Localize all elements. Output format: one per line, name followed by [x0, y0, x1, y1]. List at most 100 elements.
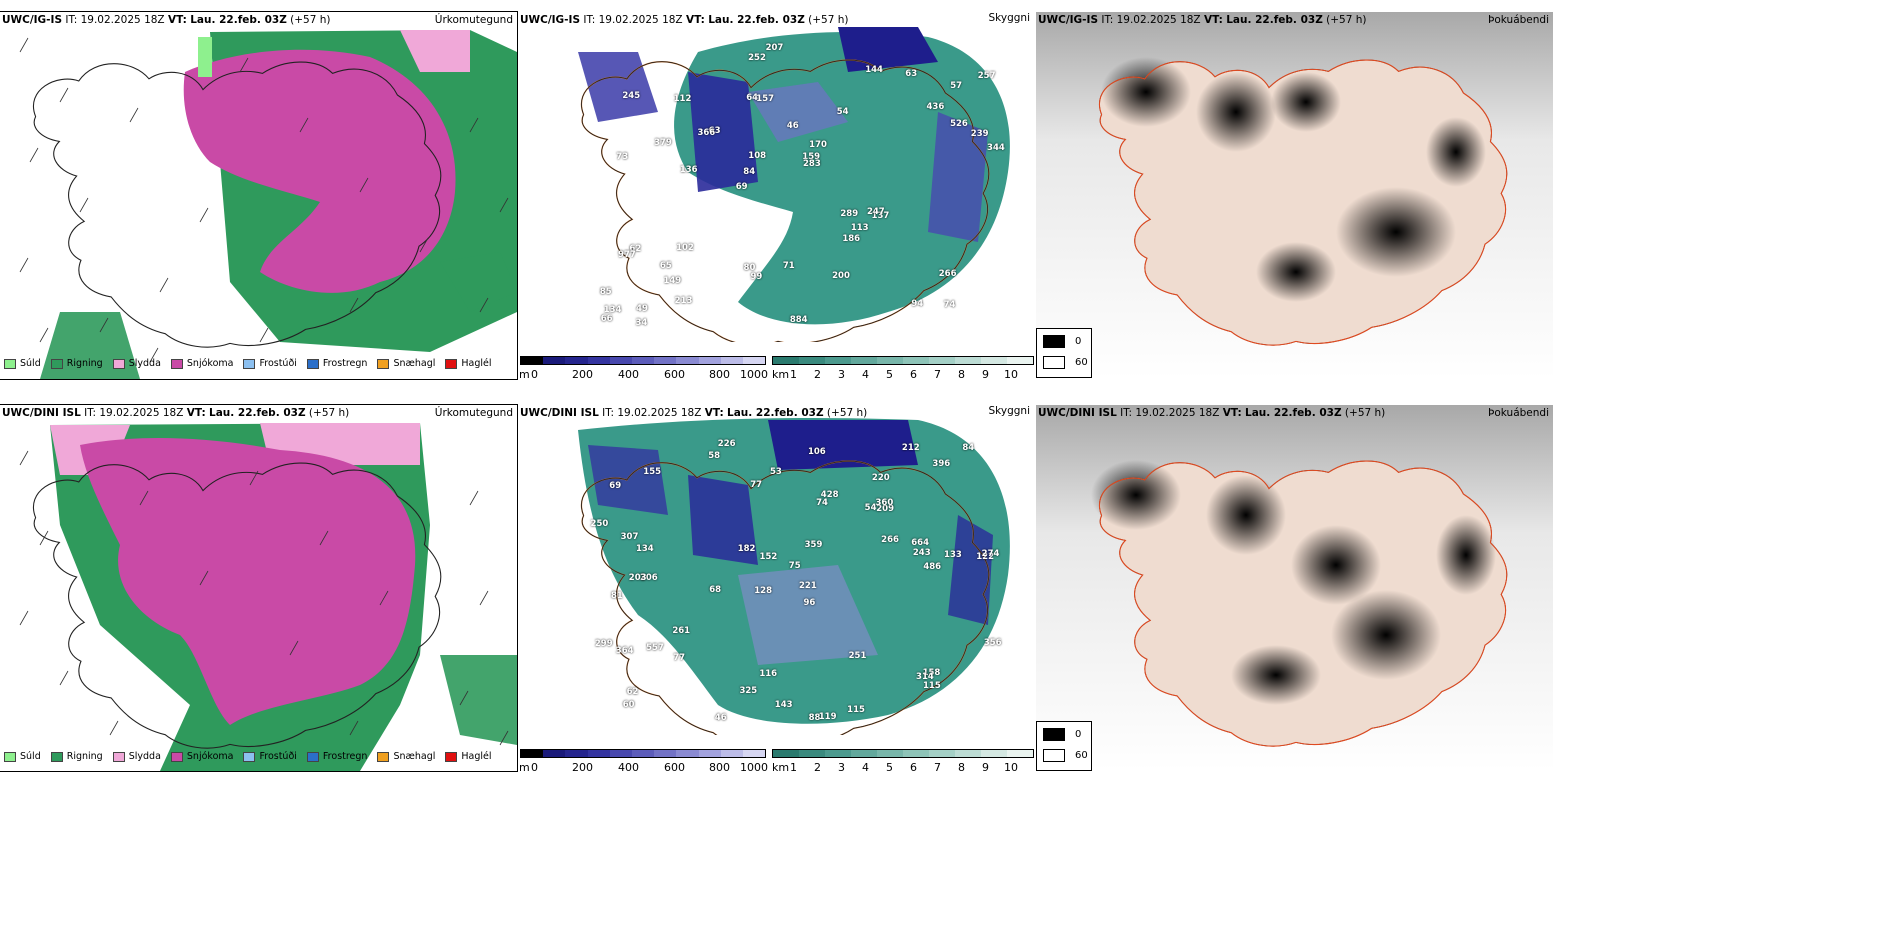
- cloud-value-label: 49: [636, 303, 648, 314]
- cloud-unit: m: [519, 368, 530, 379]
- cloud-value-label: 266: [938, 268, 957, 279]
- cloud-value-label: 102: [676, 242, 694, 253]
- cloud-value-label: 207: [765, 42, 784, 53]
- tick: 10: [1004, 761, 1018, 771]
- cloud-value-label: 137: [871, 210, 890, 221]
- vis-unit: km: [772, 761, 790, 771]
- cloud-value-label: 182: [737, 543, 756, 554]
- legend-item-sild: Súld: [4, 358, 41, 369]
- cloud-map: [518, 12, 1034, 342]
- swatch: [445, 358, 458, 369]
- cloud-map: [518, 405, 1034, 735]
- legend-item-rigning: Rigning: [50, 751, 103, 762]
- it-value: 19.02.2025 18Z: [1135, 407, 1220, 419]
- cloud-value-label: 243: [912, 547, 931, 558]
- tick: 600: [664, 368, 685, 379]
- swatch: [112, 358, 125, 369]
- cloud-value-label: 74: [943, 299, 956, 310]
- swatch: [50, 358, 63, 369]
- vis-colorbar: [772, 356, 1034, 365]
- it-label: IT:: [65, 14, 78, 26]
- it-label: IT:: [583, 14, 596, 26]
- panel-header: UWC/DINI ISL IT: 19.02.2025 18Z VT: Lau.…: [520, 407, 867, 419]
- legend-label: Rigning: [66, 358, 103, 369]
- cloud-value-label: 34: [635, 318, 648, 329]
- cloud-value-label: 80: [743, 262, 756, 273]
- model-name: UWC/DINI ISL: [520, 407, 599, 419]
- tick: 5: [886, 761, 893, 771]
- cloud-value-label: 221: [799, 580, 817, 591]
- cloud-value-label: 364: [615, 645, 634, 656]
- swatch: [243, 751, 256, 762]
- cloud-value-label: 486: [923, 562, 942, 573]
- cloud-value-label: 159: [802, 151, 821, 162]
- fog-panel-top: UWC/IG-IS IT: 19.02.2025 18Z VT: Lau. 22…: [1036, 12, 1553, 379]
- cloud-value-label: 88: [808, 712, 821, 723]
- cloud-value-label: 46: [786, 120, 799, 131]
- cloud-value-label: 68: [709, 585, 722, 596]
- cloud-value-label: 436: [926, 102, 945, 113]
- cloud-value-label: 136: [679, 164, 698, 175]
- legend-item-snjokoma: Snjókoma: [170, 358, 233, 369]
- vt-label: VT:: [1203, 14, 1223, 26]
- precip-panel-bottom: UWC/DINI ISL IT: 19.02.2025 18Z VT: Lau.…: [0, 404, 518, 772]
- cloud-value-label: 106: [807, 447, 826, 458]
- panel-header: UWC/IG-IS IT: 19.02.2025 18Z VT: Lau. 22…: [520, 14, 849, 26]
- swatch: [170, 751, 183, 762]
- cloud-value-label: 74: [816, 498, 828, 509]
- swatch: [1043, 335, 1065, 348]
- tick: 9: [982, 761, 989, 771]
- swatch: [4, 358, 16, 369]
- tick: 400: [618, 368, 639, 379]
- cloud-value-label: 170: [809, 140, 827, 151]
- cloud-value-label: 299: [594, 639, 613, 650]
- cloud-value-label: 245: [622, 90, 641, 101]
- it-value: 19.02.2025 18Z: [598, 14, 683, 26]
- cloud-value-label: 108: [748, 151, 767, 161]
- lead-time: (+57 h): [1326, 14, 1367, 26]
- legend-item-frostregn: Frostregn: [306, 751, 367, 762]
- tick: 4: [862, 761, 869, 771]
- legend-item-frostudi: Frostúði: [243, 358, 297, 369]
- legend-item-haglel: Haglél: [445, 751, 492, 762]
- cloud-value-label: 85: [599, 287, 612, 298]
- it-label: IT:: [84, 407, 97, 419]
- precip-legend: Súld Rigning Slydda Snjókoma Frostúði Fr…: [4, 358, 492, 369]
- cloud-value-label: 54: [836, 106, 849, 117]
- legend-label: Snæhagl: [393, 358, 436, 369]
- cloud-value-label: 46: [714, 713, 727, 724]
- cloud-value-label: 257: [977, 71, 996, 82]
- swatch: [50, 751, 63, 762]
- tick: 6: [910, 761, 917, 771]
- vt-value: Lau. 22.feb. 03Z: [708, 14, 805, 26]
- it-value: 19.02.2025 18Z: [617, 407, 702, 419]
- cloud-value-label: 252: [748, 53, 766, 64]
- cloud-value-label: 379: [654, 138, 672, 149]
- tick: 2: [814, 761, 821, 771]
- vt-label: VT:: [1222, 407, 1242, 419]
- cloud-value-label: 239: [970, 128, 989, 139]
- lead-time: (+57 h): [826, 407, 868, 419]
- cloud-value-label: 66: [600, 313, 613, 324]
- vt-label: VT:: [167, 14, 187, 26]
- cloud-unit: m: [519, 761, 530, 771]
- legend-label: Súld: [20, 358, 41, 369]
- wind-barbs: [19, 37, 509, 363]
- tick: 1: [790, 368, 797, 379]
- legend-item-frostudi: Frostúði: [243, 751, 297, 762]
- cloud-value-label: 58: [708, 450, 721, 461]
- tick: 3: [838, 761, 845, 771]
- cloud-value-label: 212: [901, 443, 920, 454]
- tick: 1000: [740, 368, 768, 379]
- legend-label: 0: [1075, 336, 1082, 347]
- swatch: [1043, 728, 1065, 741]
- cloud-value-label: 54: [864, 503, 877, 514]
- tick: 8: [958, 761, 965, 771]
- cloud-value-label: 77: [673, 652, 686, 663]
- cloud-value-label: 356: [983, 637, 1002, 648]
- cloud-value-label: 143: [774, 700, 793, 711]
- tick: 8: [958, 368, 965, 379]
- cloud-value-label: 71: [782, 260, 795, 271]
- cloud-value-label: 94: [911, 299, 924, 310]
- cloud-value-label: 247: [866, 207, 885, 218]
